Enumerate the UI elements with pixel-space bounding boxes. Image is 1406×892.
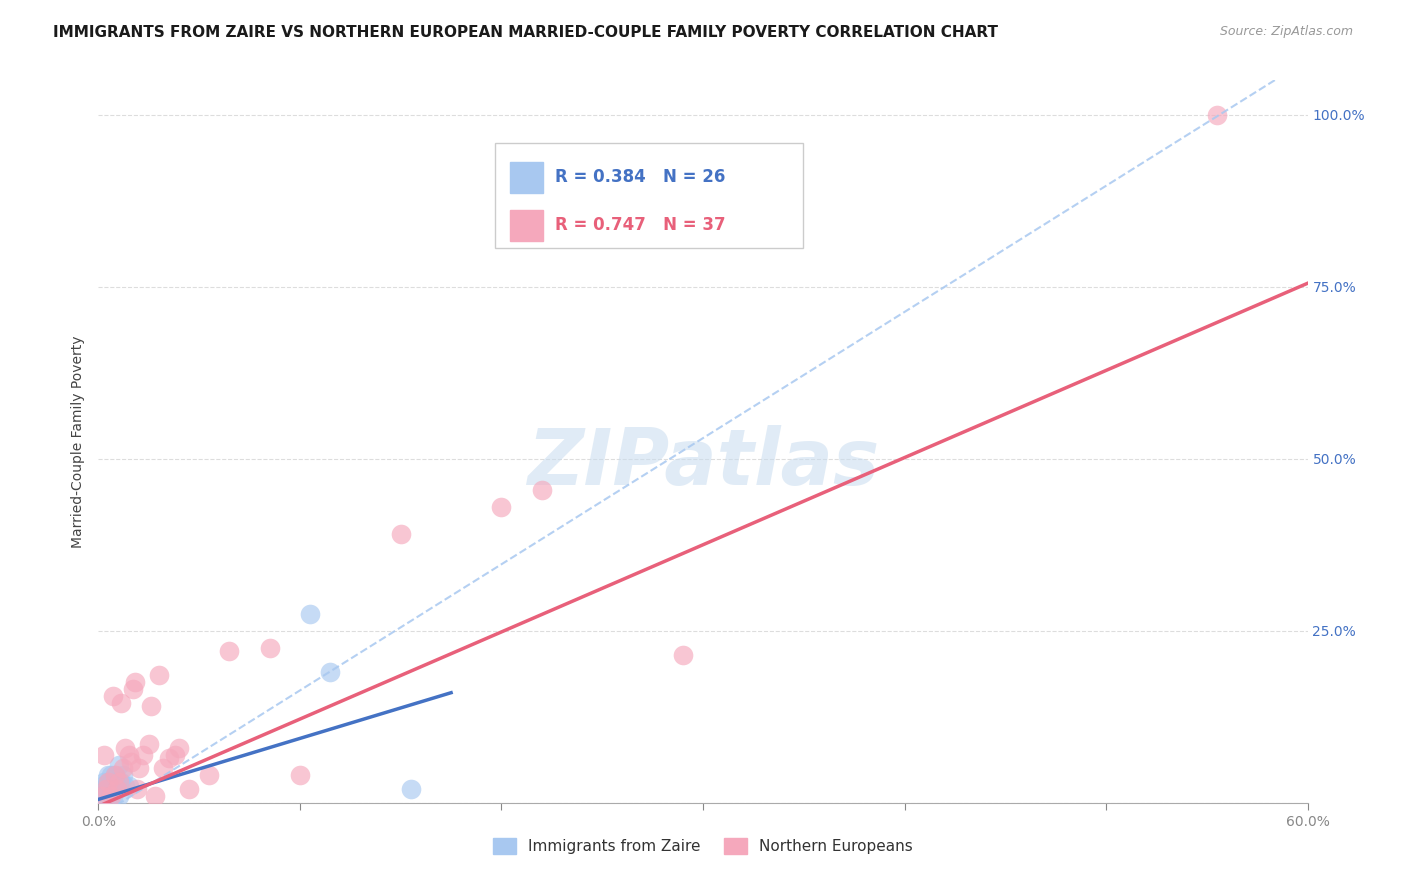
Point xyxy=(132,747,155,762)
Point xyxy=(110,775,132,789)
Point xyxy=(97,782,120,797)
Point xyxy=(100,782,122,797)
Point xyxy=(107,789,129,803)
Point xyxy=(125,782,148,797)
Point xyxy=(319,665,342,679)
Point xyxy=(167,740,190,755)
Text: R = 0.747   N = 37: R = 0.747 N = 37 xyxy=(555,216,725,234)
Point xyxy=(399,782,422,797)
Point xyxy=(218,644,240,658)
Point xyxy=(672,648,695,662)
Point xyxy=(491,500,513,514)
Point xyxy=(111,761,134,775)
Point xyxy=(152,761,174,775)
Point xyxy=(138,737,160,751)
Point xyxy=(96,785,118,799)
Point xyxy=(101,772,124,786)
FancyBboxPatch shape xyxy=(495,143,803,248)
Text: Source: ZipAtlas.com: Source: ZipAtlas.com xyxy=(1219,25,1353,38)
Point xyxy=(107,775,129,789)
Point xyxy=(101,689,124,703)
Point xyxy=(120,755,142,769)
Point xyxy=(93,747,115,762)
Point xyxy=(100,789,122,803)
Point xyxy=(179,782,201,797)
Point xyxy=(93,789,115,803)
Point xyxy=(110,696,132,710)
Point xyxy=(259,640,281,655)
Point xyxy=(198,768,221,782)
Point xyxy=(118,779,141,793)
Point xyxy=(91,785,114,799)
Point xyxy=(107,758,129,772)
Point xyxy=(299,607,322,621)
Text: ZIPatlas: ZIPatlas xyxy=(527,425,879,501)
Point xyxy=(89,789,111,803)
Point xyxy=(103,768,125,782)
Point xyxy=(105,782,128,797)
Point xyxy=(139,699,162,714)
Point xyxy=(124,675,146,690)
Point xyxy=(100,768,122,782)
Point xyxy=(114,779,136,793)
Bar xyxy=(509,162,543,193)
Text: R = 0.384   N = 26: R = 0.384 N = 26 xyxy=(555,168,725,186)
Point xyxy=(97,768,120,782)
Y-axis label: Married-Couple Family Poverty: Married-Couple Family Poverty xyxy=(70,335,84,548)
Point xyxy=(114,740,136,755)
Point xyxy=(93,775,115,789)
Point xyxy=(93,782,115,797)
Text: IMMIGRANTS FROM ZAIRE VS NORTHERN EUROPEAN MARRIED-COUPLE FAMILY POVERTY CORRELA: IMMIGRANTS FROM ZAIRE VS NORTHERN EUROPE… xyxy=(53,25,998,40)
Point xyxy=(91,779,114,793)
Point xyxy=(148,668,170,682)
Point xyxy=(101,789,124,803)
Legend: Immigrants from Zaire, Northern Europeans: Immigrants from Zaire, Northern European… xyxy=(486,832,920,860)
Point xyxy=(128,761,150,775)
Point xyxy=(1206,108,1229,122)
Point xyxy=(96,779,118,793)
Point xyxy=(103,768,125,782)
Point xyxy=(111,768,134,782)
Point xyxy=(96,782,118,797)
Point xyxy=(118,747,141,762)
Point xyxy=(157,751,180,765)
Point xyxy=(105,779,128,793)
Point xyxy=(288,768,311,782)
Point xyxy=(97,775,120,789)
Point xyxy=(389,527,412,541)
Point xyxy=(163,747,186,762)
Bar xyxy=(509,211,543,241)
Point xyxy=(91,789,114,803)
Point xyxy=(143,789,166,803)
Point xyxy=(97,775,120,789)
Point xyxy=(121,682,143,697)
Point xyxy=(530,483,553,497)
